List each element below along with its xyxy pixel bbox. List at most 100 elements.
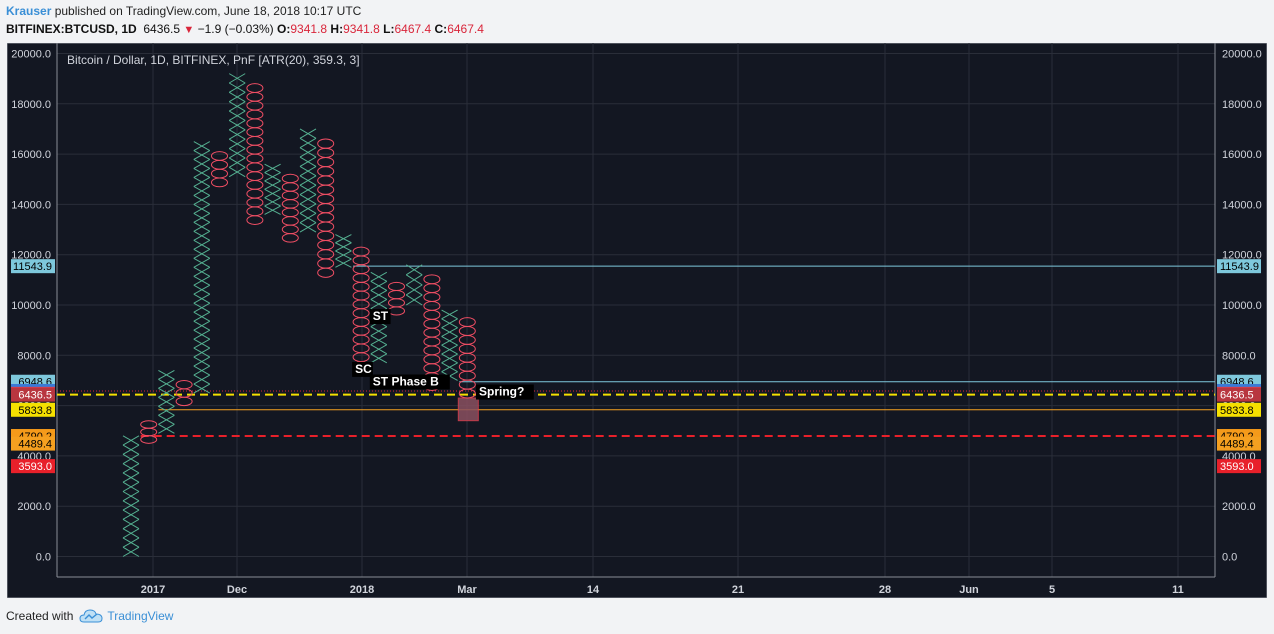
x-box xyxy=(299,156,317,167)
x-box xyxy=(193,347,211,358)
symbol-name: BITFINEX:BTCUSD, 1D xyxy=(6,22,137,36)
annotation-bg xyxy=(369,309,391,325)
x-box xyxy=(158,423,175,434)
price-label-bg xyxy=(1217,259,1261,274)
price-label-bg xyxy=(11,459,55,474)
tradingview-link[interactable]: TradingView xyxy=(107,609,174,623)
x-box xyxy=(370,271,388,282)
x-tick-label: 2018 xyxy=(350,584,374,596)
x-box xyxy=(193,275,211,286)
annotation-bg xyxy=(476,384,534,400)
price-label: 3593.0 xyxy=(18,461,52,473)
x-tick-label: Jun xyxy=(959,584,979,596)
x-box xyxy=(228,82,246,93)
x-box xyxy=(193,311,211,322)
x-tick-label: 28 xyxy=(879,584,891,596)
y-tick-label-right: 0.0 xyxy=(1222,552,1237,564)
o-column xyxy=(317,138,335,278)
price-label-bg xyxy=(11,402,55,417)
x-column xyxy=(441,309,458,381)
x-box xyxy=(228,148,246,159)
x-box xyxy=(193,212,211,223)
x-box xyxy=(193,329,211,340)
y-tick-label-left: 18000.0 xyxy=(11,99,51,111)
price-label-bg xyxy=(11,387,55,402)
price-label: 5833.8 xyxy=(1220,405,1254,417)
low-label: L: xyxy=(383,22,395,36)
annotation: ST Phase B xyxy=(369,374,450,390)
y-tick-label-right: 14000.0 xyxy=(1222,199,1262,211)
y-tick-label-left: 14000.0 xyxy=(11,199,51,211)
low-value: 6467.4 xyxy=(394,22,432,36)
down-arrow-icon: ▼ xyxy=(183,24,195,36)
y-tick-label-right: 8000.0 xyxy=(1222,350,1256,362)
y-tick-label-left: 8000.0 xyxy=(17,350,51,362)
x-box xyxy=(299,166,317,177)
x-box xyxy=(299,147,317,158)
x-box xyxy=(299,222,317,233)
x-column xyxy=(228,73,246,178)
x-box xyxy=(228,91,246,103)
price-label-bg xyxy=(11,436,55,451)
x-box xyxy=(299,128,317,139)
x-box xyxy=(193,239,211,250)
y-tick-label-left: 16000.0 xyxy=(11,149,51,161)
x-box xyxy=(122,463,140,474)
x-box xyxy=(228,138,246,150)
x-box xyxy=(264,172,281,182)
x-column xyxy=(122,435,140,557)
x-box xyxy=(193,141,211,151)
y-tick-label-left: 2000.0 xyxy=(17,501,51,513)
pnf-chart[interactable]: 0.00.02000.02000.04000.04000.06000.06000… xyxy=(7,43,1267,598)
x-box xyxy=(122,518,140,530)
open-value: 9341.8 xyxy=(290,22,328,36)
x-box xyxy=(370,326,388,337)
x-box xyxy=(193,374,211,385)
x-column xyxy=(299,128,317,233)
x-box xyxy=(441,362,458,373)
x-box xyxy=(441,309,458,320)
o-box xyxy=(211,177,228,188)
x-box xyxy=(158,405,175,416)
price-label-bg xyxy=(11,259,55,274)
x-box xyxy=(193,168,211,178)
x-box xyxy=(441,318,458,329)
x-box xyxy=(122,435,140,446)
x-box xyxy=(193,221,211,232)
o-box xyxy=(458,388,476,399)
x-box xyxy=(370,353,388,364)
y-tick-label-left: 20000.0 xyxy=(11,49,51,61)
author-link[interactable]: Krauser xyxy=(6,4,52,18)
x-box xyxy=(193,230,211,241)
close-value: 6467.4 xyxy=(447,22,484,36)
x-box xyxy=(370,299,388,309)
o-column xyxy=(281,173,299,243)
x-box xyxy=(405,284,423,296)
y-tick-label-right: 2000.0 xyxy=(1222,501,1256,513)
annotation-label: ST Phase B xyxy=(373,374,439,388)
x-box xyxy=(405,294,423,306)
price-label: 11543.9 xyxy=(13,261,52,273)
y-tick-label-right: 10000.0 xyxy=(1222,300,1262,312)
high-label: H: xyxy=(330,22,344,36)
x-box xyxy=(299,194,317,205)
x-box xyxy=(158,396,175,407)
x-box xyxy=(122,491,140,502)
symbol-info-bar: BITFINEX:BTCUSD, 1D 6436.5 ▼ −1.9 (−0.03… xyxy=(6,22,484,36)
price-label-bg xyxy=(1217,402,1261,417)
y-tick-label-right: 18000.0 xyxy=(1222,99,1262,111)
x-tick-label: 21 xyxy=(732,584,744,596)
price-change: −1.9 (−0.03%) xyxy=(197,22,274,36)
price-label-bg xyxy=(1217,436,1261,451)
price-label: 4489.4 xyxy=(18,439,52,451)
x-column xyxy=(405,264,423,306)
o-column xyxy=(211,151,228,188)
publish-info: Krauser published on TradingView.com, Ju… xyxy=(6,4,361,18)
x-column xyxy=(264,163,281,215)
annotation-label: SC xyxy=(355,362,372,376)
x-box xyxy=(335,242,352,252)
x-tick-label: 2017 xyxy=(141,584,165,596)
x-box xyxy=(193,365,211,376)
x-box xyxy=(193,302,211,313)
price-label-bg xyxy=(1217,387,1261,402)
